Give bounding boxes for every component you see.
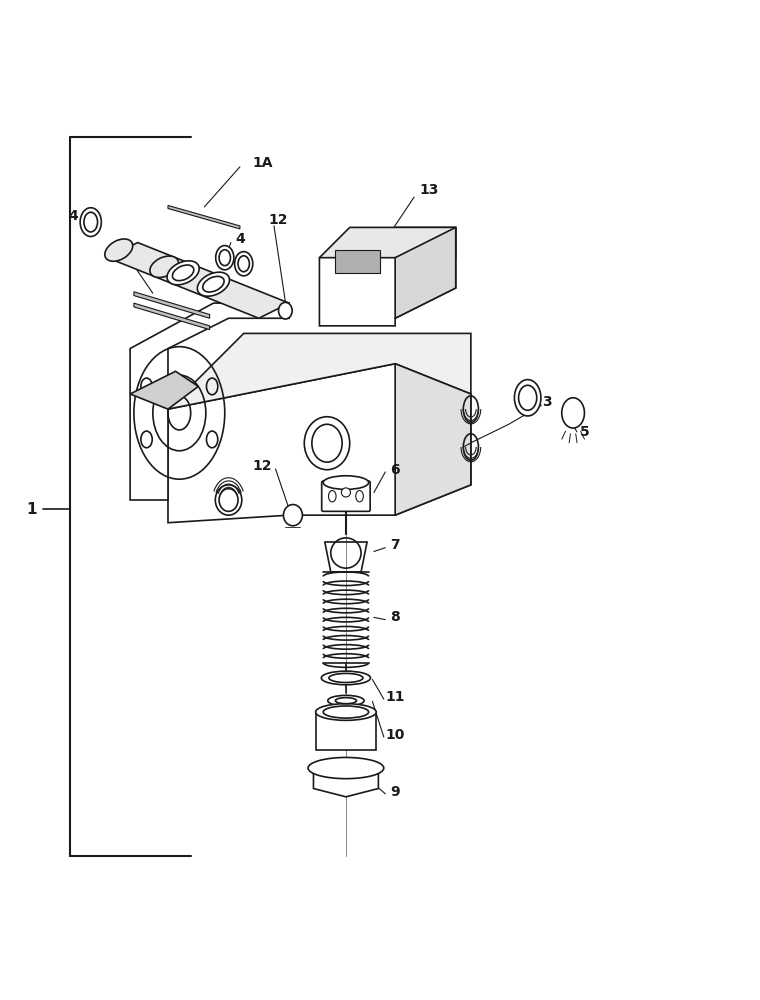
Ellipse shape bbox=[356, 491, 363, 502]
Text: 10: 10 bbox=[385, 728, 405, 742]
Ellipse shape bbox=[150, 256, 179, 277]
Ellipse shape bbox=[203, 276, 224, 292]
Polygon shape bbox=[107, 243, 289, 318]
Polygon shape bbox=[395, 227, 456, 318]
Text: 3: 3 bbox=[542, 395, 552, 409]
Text: 9: 9 bbox=[391, 785, 400, 799]
Text: 12: 12 bbox=[268, 213, 287, 227]
Text: 1: 1 bbox=[27, 502, 37, 517]
Text: 4: 4 bbox=[68, 209, 78, 223]
Polygon shape bbox=[134, 303, 210, 330]
Polygon shape bbox=[315, 712, 376, 750]
Ellipse shape bbox=[323, 476, 369, 489]
Ellipse shape bbox=[173, 265, 194, 281]
Text: 13: 13 bbox=[420, 183, 439, 197]
Polygon shape bbox=[130, 371, 198, 409]
Ellipse shape bbox=[216, 246, 234, 270]
Ellipse shape bbox=[328, 695, 364, 706]
Polygon shape bbox=[134, 292, 210, 318]
Ellipse shape bbox=[329, 673, 363, 682]
Ellipse shape bbox=[283, 505, 302, 526]
Polygon shape bbox=[334, 250, 380, 273]
Text: 11: 11 bbox=[385, 690, 405, 704]
Ellipse shape bbox=[198, 272, 230, 296]
Ellipse shape bbox=[323, 706, 369, 718]
Polygon shape bbox=[130, 303, 289, 500]
Text: 2: 2 bbox=[114, 251, 124, 265]
Polygon shape bbox=[395, 364, 471, 515]
Polygon shape bbox=[168, 333, 471, 409]
Ellipse shape bbox=[235, 252, 253, 276]
Polygon shape bbox=[168, 364, 471, 523]
Text: 1A: 1A bbox=[252, 156, 273, 170]
Polygon shape bbox=[168, 205, 240, 229]
Ellipse shape bbox=[80, 208, 101, 236]
Ellipse shape bbox=[219, 250, 230, 266]
Polygon shape bbox=[319, 227, 456, 258]
Ellipse shape bbox=[84, 212, 97, 232]
Ellipse shape bbox=[341, 488, 350, 497]
Ellipse shape bbox=[518, 385, 537, 410]
Ellipse shape bbox=[105, 239, 133, 261]
Text: 5: 5 bbox=[580, 425, 589, 439]
Text: 4: 4 bbox=[235, 232, 245, 246]
FancyBboxPatch shape bbox=[321, 481, 370, 511]
Polygon shape bbox=[313, 764, 378, 797]
Ellipse shape bbox=[167, 261, 199, 285]
Ellipse shape bbox=[238, 256, 249, 272]
Ellipse shape bbox=[515, 380, 541, 416]
Text: 7: 7 bbox=[391, 538, 400, 552]
Ellipse shape bbox=[562, 398, 584, 428]
Ellipse shape bbox=[278, 302, 292, 319]
Ellipse shape bbox=[335, 698, 356, 704]
Text: 8: 8 bbox=[391, 610, 400, 624]
Ellipse shape bbox=[321, 671, 371, 685]
Ellipse shape bbox=[308, 757, 384, 779]
Text: 12: 12 bbox=[253, 459, 272, 473]
Ellipse shape bbox=[328, 491, 336, 502]
Polygon shape bbox=[319, 227, 456, 326]
Ellipse shape bbox=[315, 704, 376, 720]
Text: 6: 6 bbox=[391, 463, 400, 477]
